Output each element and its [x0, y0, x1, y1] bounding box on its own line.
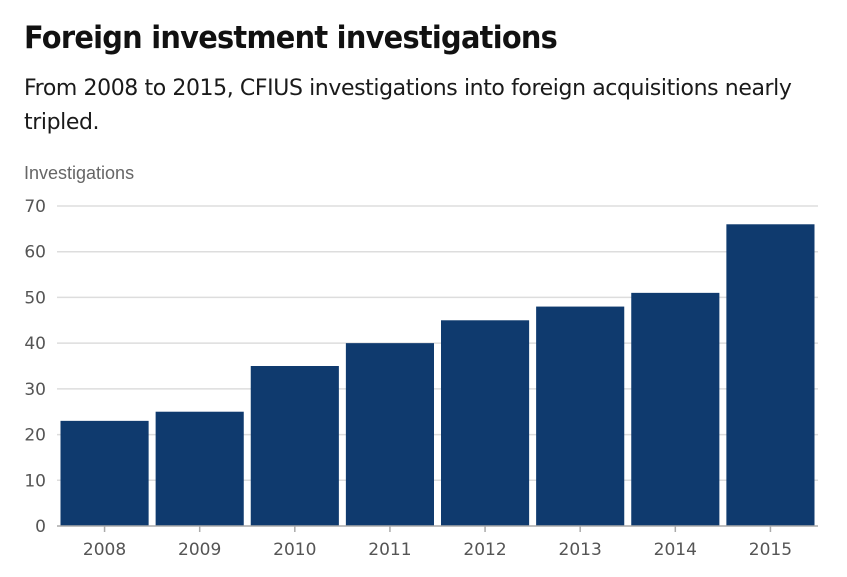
y-axis-label: Investigations [24, 163, 134, 183]
bars [60, 224, 815, 527]
y-tick-label: 50 [24, 288, 46, 308]
x-tick-label: 2013 [559, 540, 602, 560]
bar-2012 [441, 320, 530, 526]
bar-2010 [250, 366, 339, 526]
y-tick-label: 40 [24, 334, 46, 354]
x-tick-label: 2015 [749, 540, 792, 560]
x-tick-label: 2010 [273, 540, 316, 560]
x-tick-label: 2009 [178, 540, 221, 560]
chart-title: Foreign investment investigations [24, 20, 558, 56]
y-tick-label: 20 [24, 426, 46, 446]
x-tick-label: 2008 [83, 540, 126, 560]
y-tick-labels: 0 10 20 30 40 50 60 70 [24, 197, 46, 537]
y-tick-label: 30 [24, 380, 46, 400]
bar-2014 [631, 292, 720, 526]
bar-2013 [536, 306, 625, 526]
x-tick-label: 2011 [368, 540, 411, 560]
x-tick-label: 2012 [463, 540, 506, 560]
y-tick-label: 0 [35, 517, 46, 537]
chart-subtitle: From 2008 to 2015, CFIUS investigations … [24, 76, 792, 135]
x-tick-label: 2014 [654, 540, 697, 560]
bar-2009 [155, 411, 244, 526]
bar-2008 [60, 420, 149, 526]
x-axis: 2008 2009 2010 2011 2012 2013 2014 2015 [57, 525, 818, 560]
y-tick-label: 10 [24, 471, 46, 491]
y-tick-label: 60 [24, 243, 46, 263]
bar-2015 [726, 224, 815, 527]
bar-2011 [345, 343, 434, 526]
y-tick-label: 70 [24, 197, 46, 217]
